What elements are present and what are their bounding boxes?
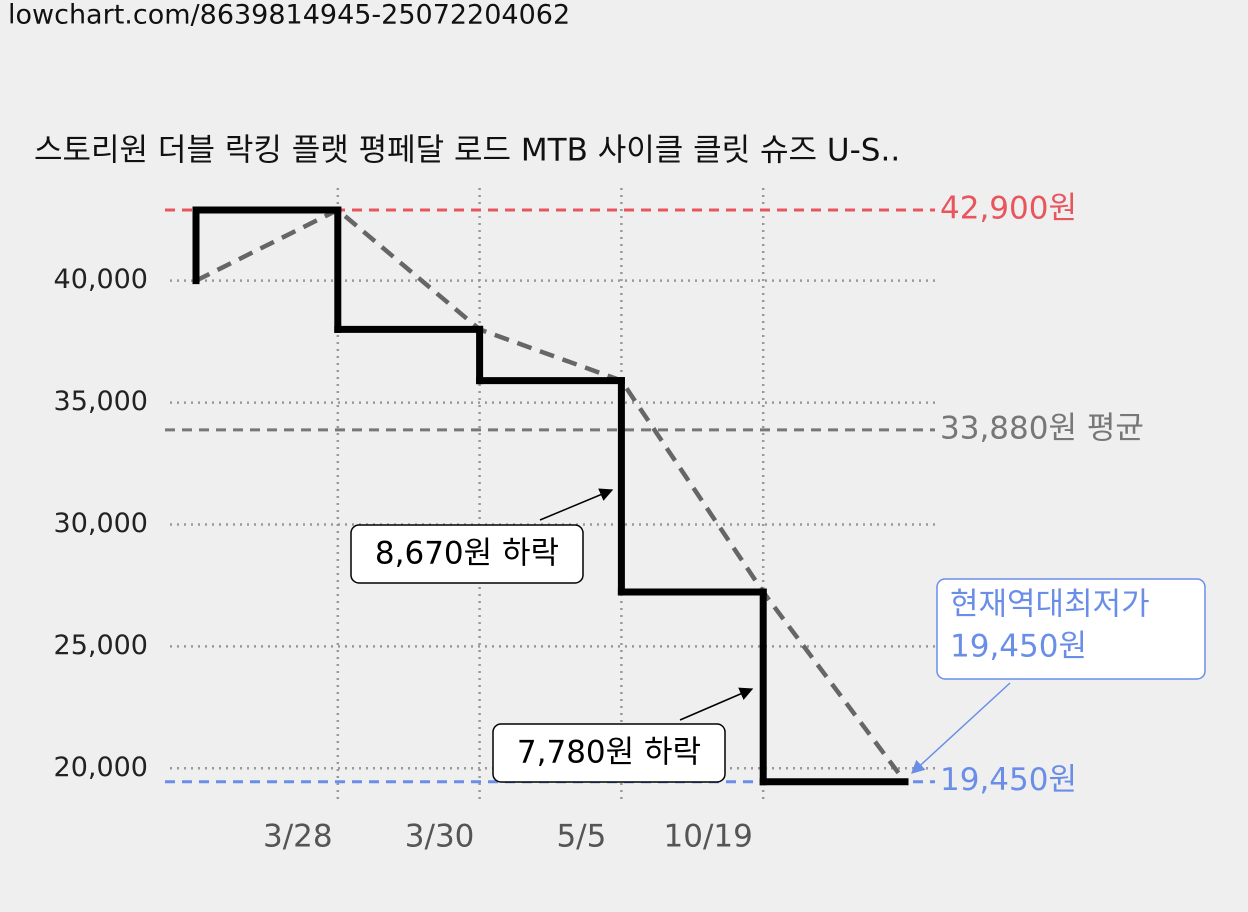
callout-box bbox=[936, 578, 1206, 680]
callout-arrow bbox=[911, 682, 1011, 774]
annotation-box bbox=[350, 524, 584, 584]
reference-label: 33,880원 평균 bbox=[940, 410, 1144, 446]
y-tick-label: 20,000 bbox=[54, 752, 148, 783]
x-tick-label: 10/19 bbox=[664, 819, 753, 855]
callout-text: 현재역대최저가 bbox=[950, 587, 1150, 623]
reference-label: 19,450원 bbox=[940, 762, 1077, 798]
y-tick-label: 40,000 bbox=[54, 264, 148, 295]
y-tick-label: 30,000 bbox=[54, 508, 148, 539]
y-tick-label: 25,000 bbox=[54, 630, 148, 661]
reference-label: 42,900원 bbox=[940, 190, 1077, 226]
annotation-arrow bbox=[539, 488, 614, 521]
annotation-text: 8,670원 하락 bbox=[375, 536, 559, 572]
annotation-box bbox=[492, 723, 726, 783]
annotation-text: 7,780원 하락 bbox=[517, 735, 701, 771]
y-tick-label: 35,000 bbox=[54, 386, 148, 417]
callout-text: 19,450원 bbox=[950, 629, 1087, 665]
x-tick-label: 5/5 bbox=[556, 819, 606, 855]
x-tick-label: 3/30 bbox=[405, 819, 475, 855]
chart-title: 스토리원 더블 락킹 플랫 평페달 로드 MTB 사이클 클릿 슈즈 U-S.. bbox=[34, 133, 900, 169]
annotation-arrow bbox=[679, 687, 754, 721]
page-url: lowchart.com/8639814945-25072204062 bbox=[8, 0, 570, 31]
trend-line bbox=[194, 207, 907, 784]
x-tick-label: 3/28 bbox=[263, 819, 333, 855]
